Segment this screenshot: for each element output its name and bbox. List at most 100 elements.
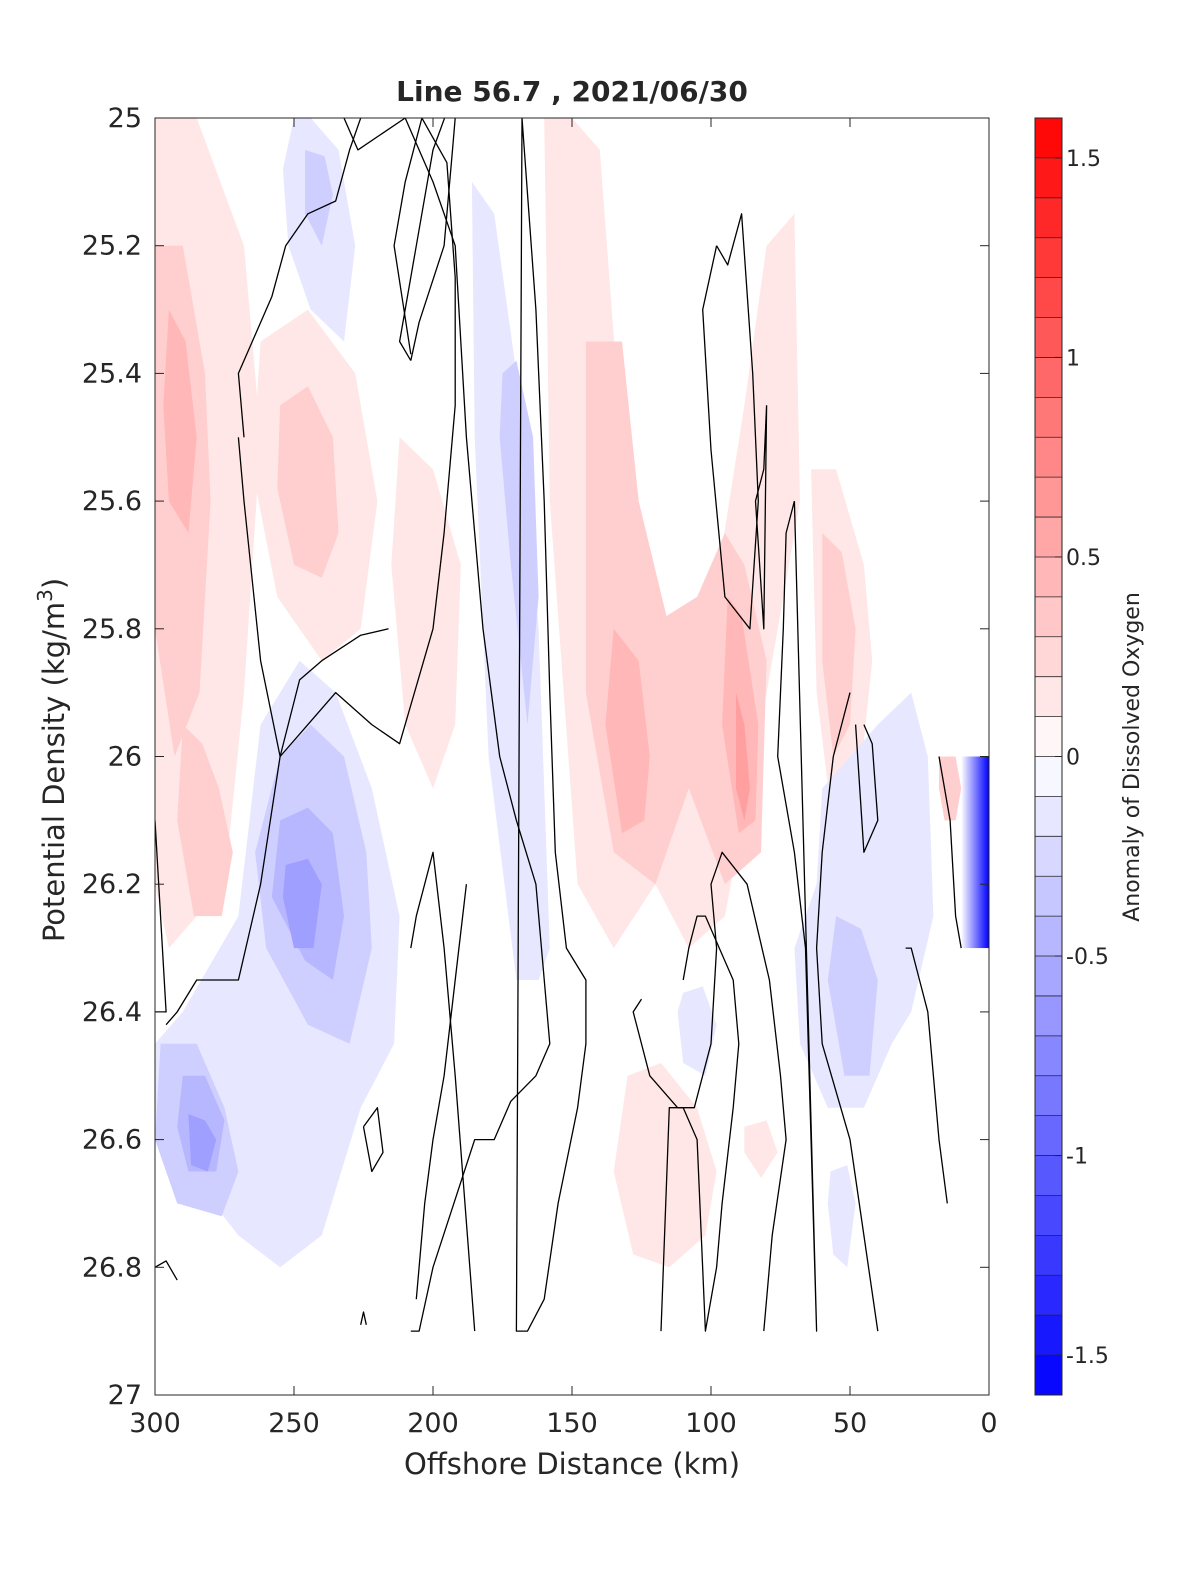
nearshore-negative-anomaly (961, 756, 989, 949)
colorbar-segment (1035, 237, 1062, 279)
colorbar-segment (1035, 995, 1062, 1037)
x-tick-label: 150 (546, 1408, 598, 1439)
zero-contour-13 (777, 500, 818, 1332)
x-tick-label: 100 (685, 1408, 737, 1439)
y-axis-label-superscript: 3 (33, 589, 57, 602)
zero-contour-9 (632, 851, 787, 1332)
colorbar-segment (1035, 357, 1062, 398)
zero-contour-17 (938, 756, 962, 949)
y-tick-label: 25 (108, 103, 142, 134)
negative-anomaly-region-31 (827, 1165, 856, 1268)
colorbar-tick-label: 0 (1066, 746, 1080, 771)
zero-contour-14 (815, 692, 879, 1332)
y-tick-label: 25.4 (82, 358, 142, 389)
colorbar-segment (1035, 876, 1062, 917)
zero-contour-15 (854, 724, 879, 853)
colorbar-segment (1035, 756, 1062, 797)
zero-contour-11 (702, 213, 759, 630)
negative-anomaly-region-27 (188, 1114, 217, 1172)
colorbar-segment (1035, 596, 1062, 638)
anomaly-fills (155, 118, 989, 1268)
negative-anomaly-region-20 (499, 360, 539, 725)
colorbar-segment (1035, 1195, 1062, 1236)
negative-anomaly-region-29 (827, 916, 878, 1076)
colorbar-segment (1035, 676, 1062, 718)
colorbar-segment (1035, 956, 1062, 997)
positive-anomaly-region-2 (163, 309, 197, 533)
colorbar-segment (1035, 916, 1062, 957)
colorbar-segment (1035, 1155, 1062, 1196)
zero-contour-3 (237, 118, 456, 758)
zero-contour-5 (343, 118, 551, 1332)
y-tick-label: 25.8 (82, 614, 142, 645)
colorbar-tick-label: 1.5 (1066, 147, 1101, 172)
x-tick-label: 300 (129, 1408, 181, 1439)
zero-contour-4 (398, 118, 456, 361)
colorbar-segment (1035, 636, 1062, 678)
colorbar-tick-label: 0.5 (1066, 546, 1101, 571)
x-tick-label: 200 (407, 1408, 459, 1439)
negative-anomaly-region-24 (282, 858, 322, 949)
colorbar-segment (1035, 1035, 1062, 1077)
zero-contour-lines (155, 118, 962, 1332)
positive-anomaly-region-16 (744, 1120, 778, 1178)
chart-title: Line 56.7 , 2021/06/30 (396, 75, 748, 108)
colorbar-label: Anomaly of Dissolved Oxygen (1120, 592, 1145, 922)
y-tick-label: 25.2 (82, 231, 142, 262)
colorbar-segment (1035, 437, 1062, 478)
positive-anomaly-region-3 (177, 724, 233, 917)
x-axis-label: Offshore Distance (km) (404, 1447, 740, 1481)
x-tick-label: 250 (268, 1408, 320, 1439)
negative-anomaly-region-19 (471, 181, 550, 980)
y-axis: 25 25.2 25.4 25.6 25.8 26 26.2 26.4 26.6 26.8 27 (82, 103, 989, 1411)
positive-anomaly-region-14 (939, 756, 962, 821)
y-tick-label: 26.4 (82, 997, 142, 1028)
colorbar-segment (1035, 477, 1062, 518)
zero-contour-6 (410, 851, 476, 1332)
colorbar-segment (1035, 1275, 1062, 1316)
colorbar-segment (1035, 796, 1062, 837)
zero-contour-1 (165, 628, 389, 1026)
colorbar-segment (1035, 1315, 1062, 1356)
zero-contour-8 (515, 118, 587, 1332)
positive-anomaly-region-6 (391, 437, 461, 789)
y-tick-label: 26.2 (82, 869, 142, 900)
zero-contour-19 (155, 1260, 178, 1281)
positive-anomaly-region-5 (277, 386, 339, 578)
colorbar-tick-label: -1.5 (1066, 1344, 1109, 1369)
colorbar-tick-label: -0.5 (1066, 945, 1109, 970)
positive-anomaly-region-11 (736, 692, 750, 821)
colorbar-segment (1035, 317, 1062, 358)
positive-anomaly-region-15 (613, 1063, 717, 1268)
colorbar-segment (1035, 1075, 1062, 1117)
negative-anomaly-region-30 (677, 986, 717, 1076)
y-tick-label: 26 (108, 742, 142, 773)
zero-contour-2 (237, 118, 362, 438)
x-tick-label: 50 (833, 1408, 867, 1439)
x-tick-label: 0 (980, 1408, 997, 1439)
zero-contour-7 (415, 884, 468, 1300)
y-tick-label: 27 (108, 1380, 142, 1411)
negative-anomaly-region-18 (305, 149, 333, 246)
colorbar-segment (1035, 716, 1062, 757)
colorbar-segment (1035, 277, 1062, 319)
colorbar-tick-label: -1 (1066, 1145, 1088, 1170)
y-tick-label: 25.6 (82, 486, 142, 517)
colorbar-segment (1035, 1355, 1062, 1396)
colorbar-segment (1035, 556, 1062, 598)
y-axis-label-end: ) (37, 578, 71, 589)
colorbar-segment (1035, 1235, 1062, 1276)
colorbar-tick-label: 1 (1066, 346, 1080, 371)
y-axis-label: Potential Density (kg/m3) (33, 578, 71, 942)
colorbar-segment (1035, 517, 1062, 558)
zero-contour-10 (660, 915, 740, 1332)
colorbar-segment (1035, 157, 1062, 199)
zero-contour-12 (754, 405, 768, 630)
colorbar: 1.5 1 0.5 0 -0.5 -1 -1.5 (1034, 117, 1109, 1396)
zero-contour-18 (362, 1107, 384, 1173)
colorbar-segment (1035, 118, 1062, 159)
colorbar-segment (1035, 1115, 1062, 1157)
colorbar-segment (1035, 836, 1062, 877)
y-axis-label-main: Potential Density (kg/m (37, 602, 71, 942)
